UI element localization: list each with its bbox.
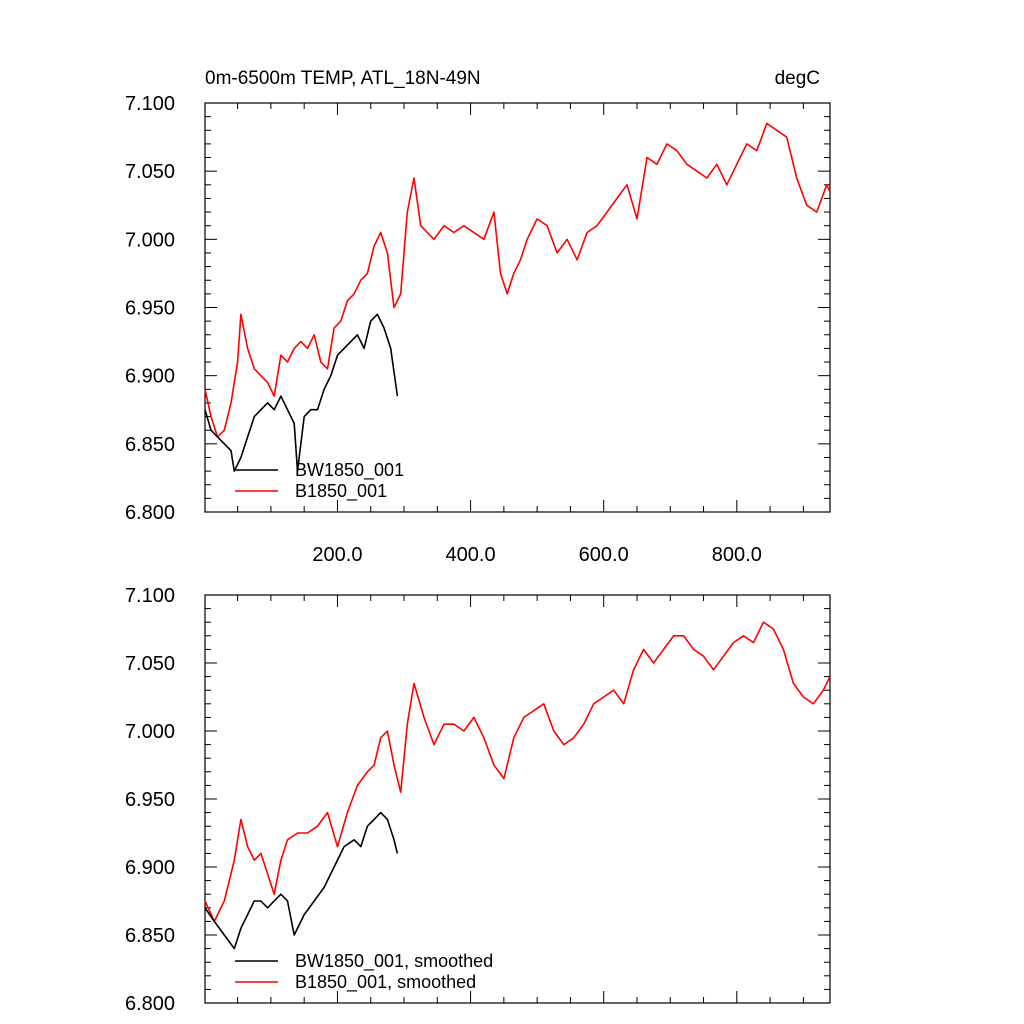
legend-label: B1850_001, smoothed [295,972,476,993]
y-tick-label: 6.850 [125,434,175,456]
series-line-0 [204,313,399,472]
legend-label: B1850_001 [295,481,387,502]
y-tick-label: 6.850 [125,925,175,947]
series-line-1 [204,621,831,923]
legend-label: BW1850_001, smoothed [295,951,493,972]
y-tick-label: 6.800 [125,502,175,524]
y-tick-label: 6.800 [125,993,175,1015]
bottom-panel: 6.800 6.850 6.900 6.950 7.000 7.050 7.100 BW185… [125,585,831,1015]
x-tick-label: 200.0 [312,544,362,566]
x-tick-label: 400.0 [446,544,496,566]
series-line-0 [204,811,399,950]
y-tick-label: 7.100 [125,93,175,115]
series-line-1 [204,122,831,438]
chart-title: 0m-6500m TEMP, ATL_18N-49N [205,68,481,89]
legend-label: BW1850_001 [295,460,404,481]
y-tick-label: 7.050 [125,653,175,675]
y-tick-label: 6.950 [125,789,175,811]
y-tick-label: 7.050 [125,161,175,183]
x-tick-label: 800.0 [712,544,762,566]
y-tick-label: 6.950 [125,298,175,320]
y-tick-label: 6.900 [125,366,175,388]
y-tick-label: 7.000 [125,229,175,251]
x-tick-label: 600.0 [579,544,629,566]
y-tick-label: 7.000 [125,721,175,743]
top-panel: 6.800 6.850 6.900 6.950 7.000 7.050 7.100 200.0… [125,68,831,566]
plot-frame [204,594,831,1004]
y-tick-label: 7.100 [125,585,175,607]
units-label: degC [775,68,820,89]
y-tick-label: 6.900 [125,857,175,879]
